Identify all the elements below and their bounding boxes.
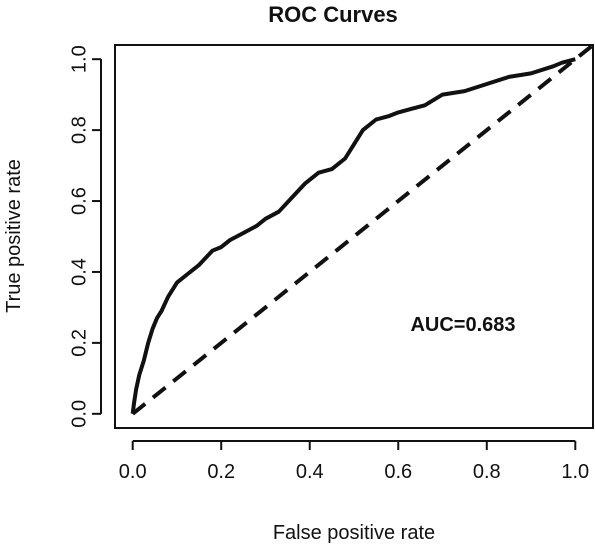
x-axis: 0.0 0.2 0.4 0.6 0.8 1.0 [119, 440, 589, 483]
x-tick-label: 0.0 [119, 461, 147, 483]
y-tick-label: 0.6 [68, 187, 90, 215]
y-tick-label: 0.2 [68, 329, 90, 357]
y-axis-label: True positive rate [3, 159, 25, 313]
x-axis-label: False positive rate [273, 522, 435, 544]
x-tick-label: 0.8 [473, 461, 501, 483]
y-tick-label: 1.0 [68, 45, 90, 73]
reference-diagonal-line [131, 43, 595, 416]
plot-frame [114, 44, 594, 429]
chart-title: ROC Curves [268, 2, 398, 27]
series-layer [130, 43, 595, 416]
y-tick-label: 0.4 [68, 258, 90, 286]
y-tick-label: 0.8 [68, 116, 90, 144]
x-tick-label: 0.4 [296, 461, 324, 483]
x-tick-label: 0.6 [384, 461, 412, 483]
x-tick-label: 0.2 [207, 461, 235, 483]
auc-annotation: AUC=0.683 [410, 314, 515, 336]
y-tick-label: 0.0 [68, 400, 90, 428]
roc-curve-line [130, 57, 576, 415]
x-tick-label: 1.0 [561, 461, 589, 483]
y-axis: 0.0 0.2 0.4 0.6 0.8 1.0 [68, 45, 102, 428]
